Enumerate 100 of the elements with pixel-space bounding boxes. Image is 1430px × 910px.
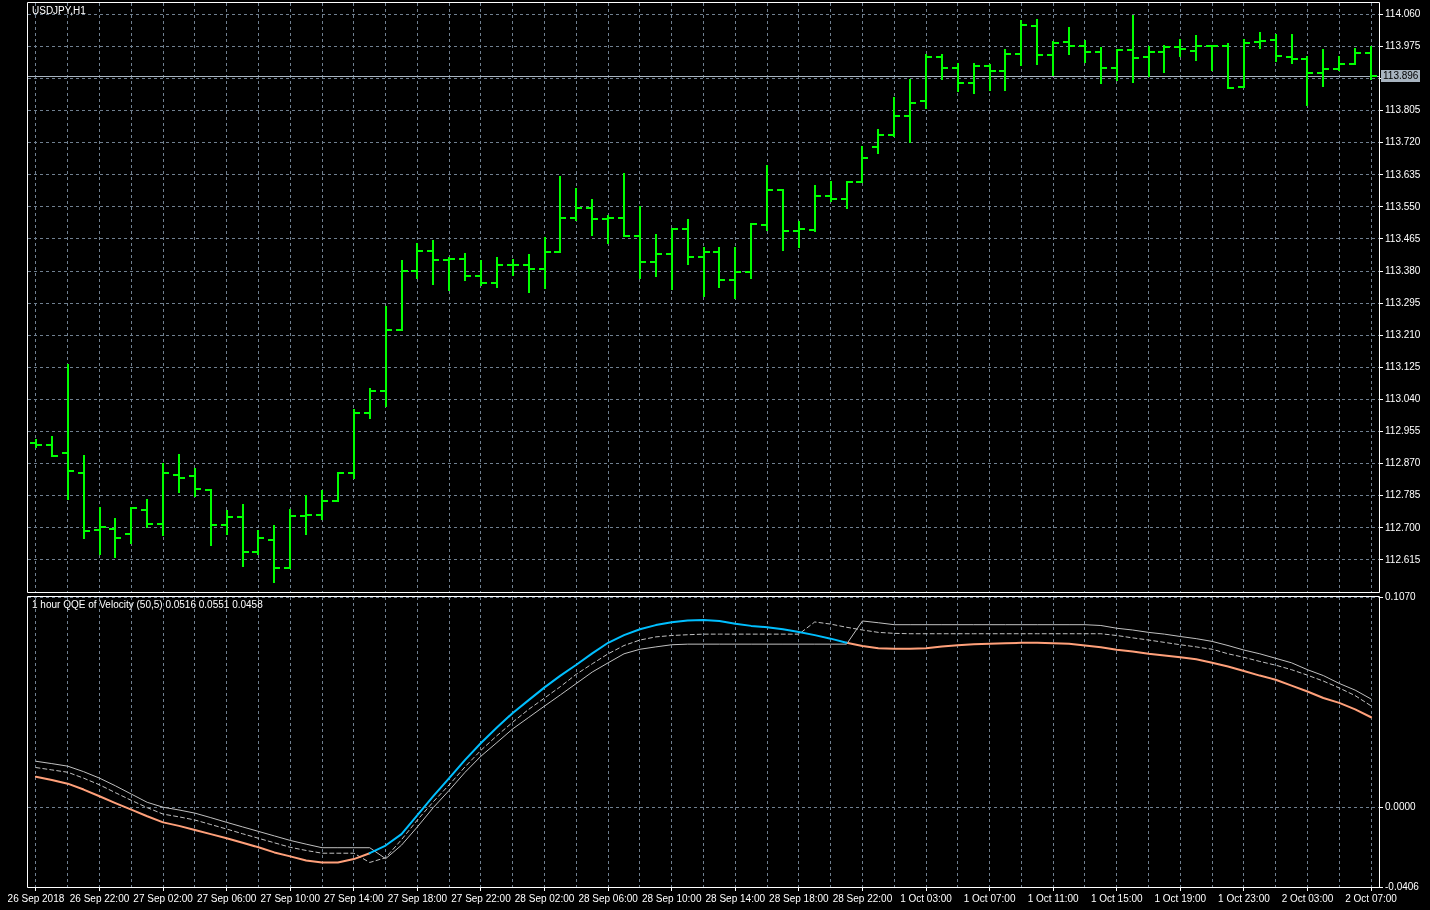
y-tick-label: 112.785 (1385, 489, 1421, 501)
candlestick (410, 242, 424, 280)
candlestick (919, 53, 933, 110)
candlestick (1014, 19, 1028, 67)
x-tick-label: 28 Sep 02:00 (514, 892, 575, 904)
chart-title: USDJPY,H1 (32, 5, 86, 17)
x-tick-label: 1 Oct 03:00 (900, 892, 953, 904)
ref-line-label: 113.896 (1381, 70, 1421, 82)
candlestick (1301, 55, 1313, 107)
y-tick-label: 114.060 (1385, 8, 1421, 20)
candlestick (347, 408, 361, 480)
candlestick (601, 214, 615, 245)
candlestick (825, 180, 837, 203)
candlestick (62, 363, 74, 501)
candlestick (93, 506, 107, 556)
y-tick-label: 113.465 (1385, 232, 1421, 244)
candlestick (998, 48, 1012, 92)
candlestick (618, 172, 630, 238)
candlestick (1237, 38, 1251, 89)
candlestick (299, 494, 313, 536)
x-tick-label: 2 Oct 03:00 (1281, 892, 1334, 904)
candlestick (952, 62, 964, 93)
candlestick (792, 220, 806, 249)
candlestick (1142, 45, 1156, 78)
candlestick (283, 508, 297, 570)
x-tick-label: 1 Oct 11:00 (1027, 892, 1080, 904)
candlestick (1157, 44, 1171, 74)
candlestick (1095, 46, 1107, 85)
x-tick-label: 1 Oct 15:00 (1090, 892, 1144, 904)
x-tick-label: 27 Sep 22:00 (451, 892, 512, 904)
candlestick (1110, 48, 1124, 82)
candlestick (1286, 33, 1298, 65)
candlestick (1189, 34, 1203, 62)
x-tick-label: 1 Oct 19:00 (1154, 892, 1207, 904)
x-tick-label: 26 Sep 22:00 (69, 892, 130, 904)
candlestick (665, 227, 679, 291)
y-tick-label: 113.805 (1385, 104, 1421, 116)
y-tick-label: 0.0000 (1385, 800, 1417, 812)
y-tick-label: 113.635 (1385, 168, 1421, 180)
candlestick (538, 236, 552, 290)
candlestick (459, 252, 471, 282)
candlestick (967, 62, 981, 95)
x-tick-label: 27 Sep 02:00 (133, 892, 194, 904)
candlestick (189, 467, 201, 498)
candlestick (984, 63, 996, 92)
x-tick-label: 26 Sep 2018 (7, 892, 65, 904)
candlestick (569, 187, 583, 222)
candlestick (475, 259, 487, 287)
candlestick (1079, 39, 1091, 64)
y-tick-label: 113.380 (1385, 264, 1421, 276)
candlestick (490, 256, 504, 289)
candlestick (1046, 40, 1060, 77)
candlestick (251, 529, 265, 556)
x-tick-label: 1 Oct 23:00 (1218, 892, 1271, 904)
candlestick (871, 128, 885, 155)
y-tick-label: 113.125 (1385, 361, 1421, 373)
x-tick-label: 28 Sep 18:00 (769, 892, 830, 904)
x-tick-label: 27 Sep 10:00 (260, 892, 321, 904)
candlestick (1127, 14, 1139, 84)
candlestick (1063, 26, 1075, 56)
x-tick-label: 28 Sep 10:00 (641, 892, 702, 904)
candlestick (173, 453, 185, 494)
candlestick (760, 164, 774, 232)
candlestick (331, 472, 345, 502)
y-tick-label: 113.720 (1385, 136, 1421, 148)
candlestick (46, 435, 58, 457)
candlestick (141, 498, 153, 529)
candlestick (395, 259, 409, 332)
candlestick (1316, 48, 1330, 88)
candlestick (109, 517, 121, 559)
candlestick (936, 53, 948, 81)
candlestick (427, 239, 439, 286)
y-tick-label: 112.870 (1385, 457, 1421, 469)
x-tick-label: 1 Oct 07:00 (963, 892, 1016, 904)
x-tick-label: 27 Sep 18:00 (387, 892, 448, 904)
y-tick-label: 113.210 (1385, 329, 1421, 341)
y-tick-label: -0.0406 (1385, 880, 1420, 892)
y-tick-label: 112.955 (1385, 425, 1421, 437)
candlestick (315, 489, 329, 521)
candlestick (728, 246, 742, 300)
candlestick (649, 233, 663, 278)
x-tick-label: 27 Sep 06:00 (196, 892, 257, 904)
candlestick (124, 506, 138, 545)
candlestick (855, 145, 869, 184)
candlestick (442, 256, 456, 292)
candlestick (363, 387, 377, 420)
chart-title: 1 hour QQE of Velocity (50,5) 0.0516 0.0551 0.0458 (32, 599, 263, 611)
candlestick (744, 223, 758, 280)
y-tick-label: 113.295 (1385, 296, 1421, 308)
x-tick-label: 27 Sep 14:00 (324, 892, 385, 904)
candlestick (156, 462, 170, 537)
y-tick-label: 113.040 (1385, 393, 1421, 405)
candlestick (523, 253, 535, 294)
candlestick (553, 175, 567, 254)
candlestick (379, 305, 393, 408)
y-tick-label: 112.700 (1385, 521, 1421, 533)
candlestick (1270, 33, 1282, 63)
x-tick-label: 28 Sep 22:00 (832, 892, 893, 904)
candlestick (887, 96, 901, 138)
candlestick (903, 78, 917, 144)
